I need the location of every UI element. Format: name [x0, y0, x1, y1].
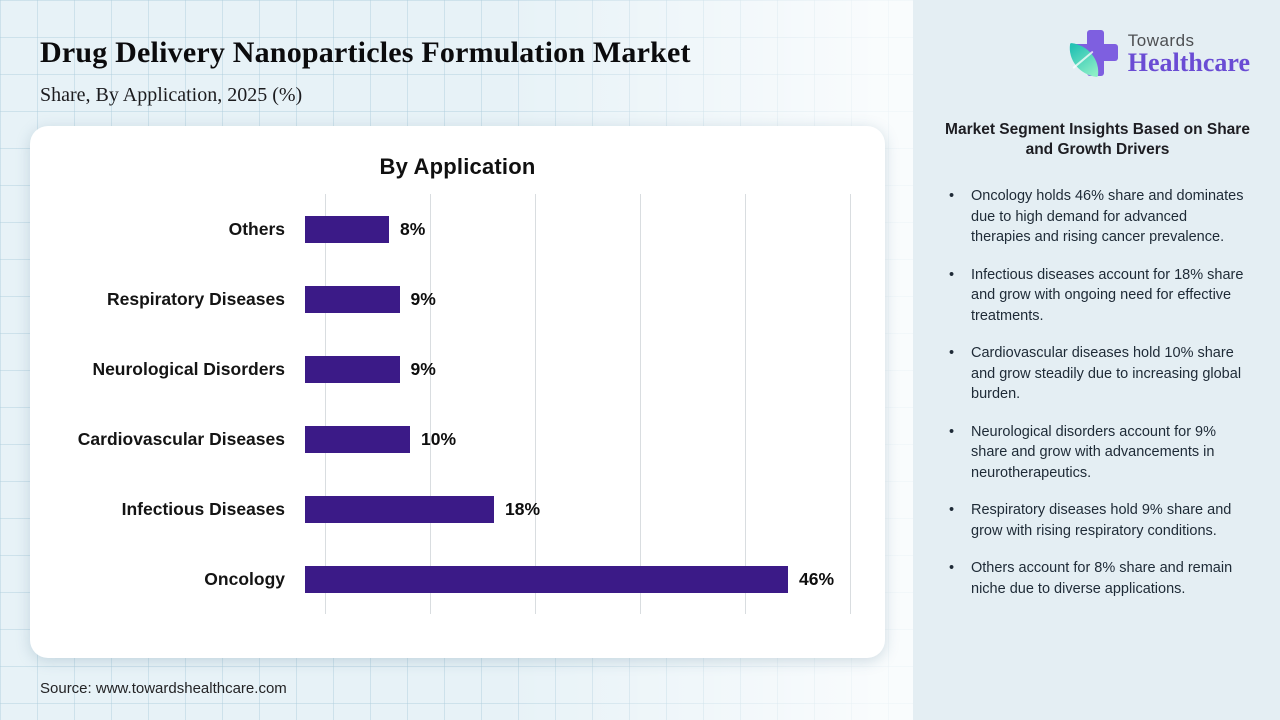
insight-item: Cardiovascular diseases hold 10% share a… — [945, 343, 1250, 405]
bar — [305, 495, 494, 523]
category-label: Neurological Disorders — [92, 358, 285, 379]
value-label: 10% — [421, 428, 457, 449]
page-subtitle: Share, By Application, 2025 (%) — [40, 84, 303, 106]
value-label: 8% — [400, 218, 426, 239]
insight-item: Oncology holds 46% share and dominates d… — [945, 186, 1250, 248]
gridline — [850, 194, 851, 614]
chart-gridlines — [325, 194, 851, 614]
chart-row: Others 8% — [30, 194, 885, 264]
gridline — [640, 194, 641, 614]
logo-text-towards: Towards — [1127, 31, 1195, 50]
bar — [305, 285, 400, 313]
chart-row: Neurological Disorders 9% — [30, 334, 885, 404]
logo-text-healthcare: Healthcare — [1127, 48, 1250, 77]
chart-row: Oncology 46% — [30, 544, 885, 614]
gridline — [535, 194, 536, 614]
value-label: 9% — [410, 288, 436, 309]
insight-item: Respiratory diseases hold 9% share and g… — [945, 500, 1250, 541]
logo-wordmark: Towards Healthcare — [1127, 31, 1250, 77]
insight-item: Others account for 8% share and remain n… — [945, 558, 1250, 599]
category-label: Respiratory Diseases — [106, 288, 285, 309]
insights-list: Oncology holds 46% share and dominates d… — [945, 186, 1250, 599]
sidebar-heading: Market Segment Insights Based on Share a… — [945, 121, 1250, 158]
brand-logo: Towards Healthcare — [945, 26, 1250, 80]
main-panel: Drug Delivery Nanoparticles Formulation … — [0, 0, 913, 720]
bar-zone: 8% — [305, 215, 885, 243]
bar-zone: 46% — [305, 565, 885, 593]
logo-cross-leaf-icon — [1065, 29, 1118, 78]
category-label: Infectious Diseases — [121, 498, 285, 519]
bar-zone: 18% — [305, 495, 885, 523]
category-label: Oncology — [204, 568, 285, 589]
chart-row: Cardiovascular Diseases 10% — [30, 404, 885, 474]
gridline — [745, 194, 746, 614]
insight-item: Neurological disorders account for 9% sh… — [945, 422, 1250, 484]
source-attribution: Source: www.towardshealthcare.com — [40, 680, 287, 697]
chart-title: By Application — [379, 154, 536, 179]
chart-rows: Others 8% Respiratory Diseases 9% Neurologic… — [30, 194, 885, 614]
value-label: 46% — [799, 568, 835, 589]
bar — [305, 355, 400, 383]
gridline — [325, 194, 326, 614]
category-label: Others — [228, 218, 285, 239]
bar — [305, 215, 389, 243]
value-label: 9% — [410, 358, 436, 379]
bar-zone: 9% — [305, 285, 885, 313]
chart-row: Infectious Diseases 18% — [30, 474, 885, 544]
gridline — [430, 194, 431, 614]
category-label: Cardiovascular Diseases — [77, 428, 285, 449]
bar — [305, 565, 788, 593]
bar — [305, 425, 410, 453]
page-title: Drug Delivery Nanoparticles Formulation … — [40, 36, 691, 69]
chart-card: By Application Others 8% Respiratory Disea… — [30, 126, 885, 658]
bar-chart: Others 8% Respiratory Diseases 9% Neurologic… — [30, 194, 885, 614]
value-label: 18% — [505, 498, 541, 519]
insights-sidebar: Towards Healthcare Market Segment Insigh… — [913, 0, 1280, 720]
insight-item: Infectious diseases account for 18% shar… — [945, 265, 1250, 327]
bar-zone: 10% — [305, 425, 885, 453]
bar-zone: 9% — [305, 355, 885, 383]
chart-row: Respiratory Diseases 9% — [30, 264, 885, 334]
